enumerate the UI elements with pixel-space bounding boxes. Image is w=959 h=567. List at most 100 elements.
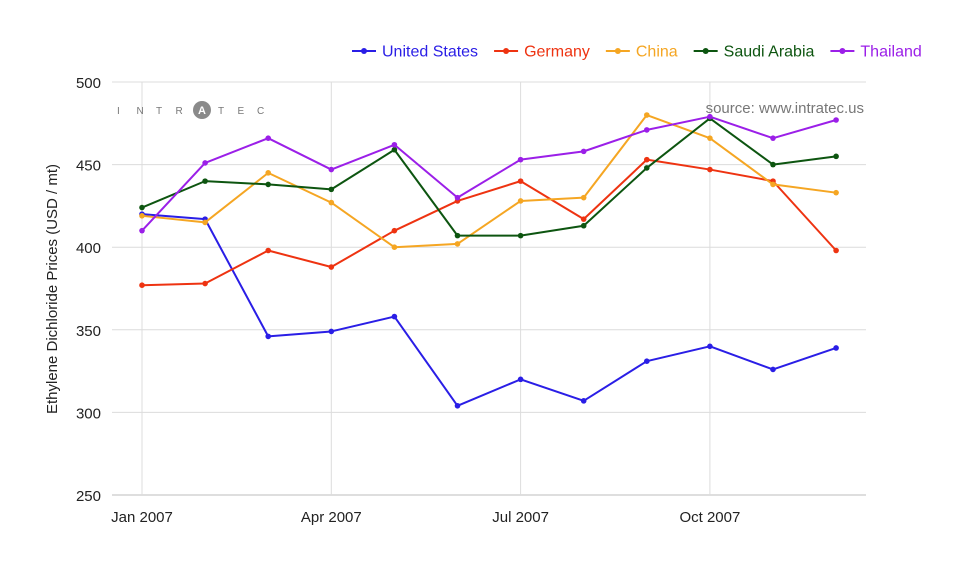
series-germany [139, 156, 839, 288]
legend[interactable]: United States Germany China Saudi Arabia Tha… [352, 44, 922, 61]
data-point[interactable] [707, 135, 713, 141]
data-point[interactable] [328, 264, 335, 270]
data-point[interactable] [770, 366, 776, 373]
data-point[interactable] [454, 241, 461, 247]
series-line [141, 114, 837, 249]
series-saudi-arabia [139, 115, 839, 239]
data-point[interactable] [265, 170, 272, 176]
data-point[interactable] [139, 227, 145, 234]
data-point[interactable] [139, 213, 145, 219]
data-point[interactable] [517, 232, 524, 239]
data-point[interactable] [517, 178, 524, 184]
data-point[interactable] [707, 113, 713, 120]
legend-marker [361, 48, 367, 54]
data-point[interactable] [328, 328, 335, 335]
data-point[interactable] [770, 181, 776, 188]
watermark: I N T R A T E C source: www.intratec.us [117, 100, 864, 119]
legend-item-thailand[interactable]: Thailand [830, 44, 922, 61]
x-tick-label: Apr 2007 [301, 509, 362, 526]
data-point[interactable] [707, 343, 713, 350]
series-line [141, 115, 837, 232]
data-point[interactable] [202, 160, 208, 166]
data-point[interactable] [580, 222, 587, 229]
data-point[interactable] [833, 153, 839, 160]
data-point[interactable] [328, 199, 335, 206]
data-point[interactable] [644, 127, 650, 133]
data-point[interactable] [265, 181, 272, 188]
data-point[interactable] [202, 219, 208, 226]
legend-marker [702, 48, 709, 54]
logo-letter: C [257, 106, 264, 117]
data-point[interactable] [139, 204, 145, 211]
x-tick-label: Oct 2007 [679, 509, 740, 526]
data-point[interactable] [454, 232, 461, 239]
data-point[interactable] [833, 247, 839, 254]
y-axis-label: Ethylene Dichloride Prices (USD / mt) [44, 164, 61, 414]
logo-letter: E [238, 106, 245, 117]
legend-item-saudi-arabia[interactable]: Saudi Arabia [693, 44, 815, 61]
data-point[interactable] [265, 333, 272, 340]
data-point[interactable] [580, 216, 587, 222]
x-tick-label: Jul 2007 [492, 509, 549, 526]
data-point[interactable] [202, 280, 208, 287]
series-china [139, 112, 839, 250]
legend-item-germany[interactable]: Germany [494, 44, 590, 61]
data-point[interactable] [833, 345, 839, 351]
data-point[interactable] [328, 166, 335, 173]
logo-letter: T [156, 106, 162, 117]
data-point[interactable] [644, 112, 650, 118]
data-point[interactable] [707, 166, 713, 173]
legend-label: Thailand [860, 44, 921, 61]
data-point[interactable] [391, 244, 398, 250]
data-point[interactable] [454, 194, 461, 201]
legend-item-united-states[interactable]: United States [352, 44, 478, 61]
data-point[interactable] [580, 398, 587, 404]
data-point[interactable] [644, 156, 650, 163]
data-point[interactable] [517, 198, 524, 204]
data-point[interactable] [139, 282, 145, 288]
legend-marker [503, 48, 510, 54]
series-line [141, 158, 837, 287]
data-point[interactable] [454, 402, 461, 409]
logo-letter: T [218, 106, 224, 117]
x-tick-label: Jan 2007 [111, 509, 173, 526]
data-point[interactable] [265, 247, 272, 254]
data-point[interactable] [833, 189, 839, 196]
data-point[interactable] [770, 135, 776, 141]
data-point[interactable] [391, 146, 398, 153]
data-point[interactable] [644, 165, 650, 171]
y-tick-label: 250 [76, 488, 101, 505]
data-point[interactable] [833, 117, 839, 123]
legend-item-china[interactable]: China [605, 44, 678, 61]
data-point[interactable] [202, 178, 208, 184]
logo-letter: N [137, 106, 144, 117]
data-point[interactable] [517, 376, 524, 383]
y-tick-label: 350 [76, 323, 101, 340]
data-point[interactable] [391, 141, 398, 148]
data-point[interactable] [328, 186, 335, 193]
grid [112, 81, 866, 496]
axes: 250 300 350 400 450 500 Jan 2007 Apr 2007 Jul 20… [76, 75, 740, 526]
series-line [141, 213, 837, 407]
data-point[interactable] [265, 135, 272, 141]
data-point[interactable] [517, 156, 524, 163]
legend-label: Saudi Arabia [724, 44, 815, 61]
data-point[interactable] [391, 313, 398, 320]
y-tick-label: 300 [76, 405, 101, 422]
series-thailand [139, 113, 839, 234]
legend-marker [839, 48, 846, 54]
logo-letter: R [176, 106, 183, 117]
data-point[interactable] [580, 148, 587, 155]
series [139, 112, 839, 409]
legend-marker [614, 48, 621, 54]
y-tick-label: 500 [76, 75, 101, 92]
data-point[interactable] [770, 161, 776, 168]
source-label: source: www.intratec.us [706, 100, 864, 117]
series-line [141, 117, 837, 237]
data-point[interactable] [580, 194, 587, 201]
legend-label: United States [382, 44, 478, 61]
data-point[interactable] [391, 227, 398, 234]
data-point[interactable] [644, 358, 650, 364]
